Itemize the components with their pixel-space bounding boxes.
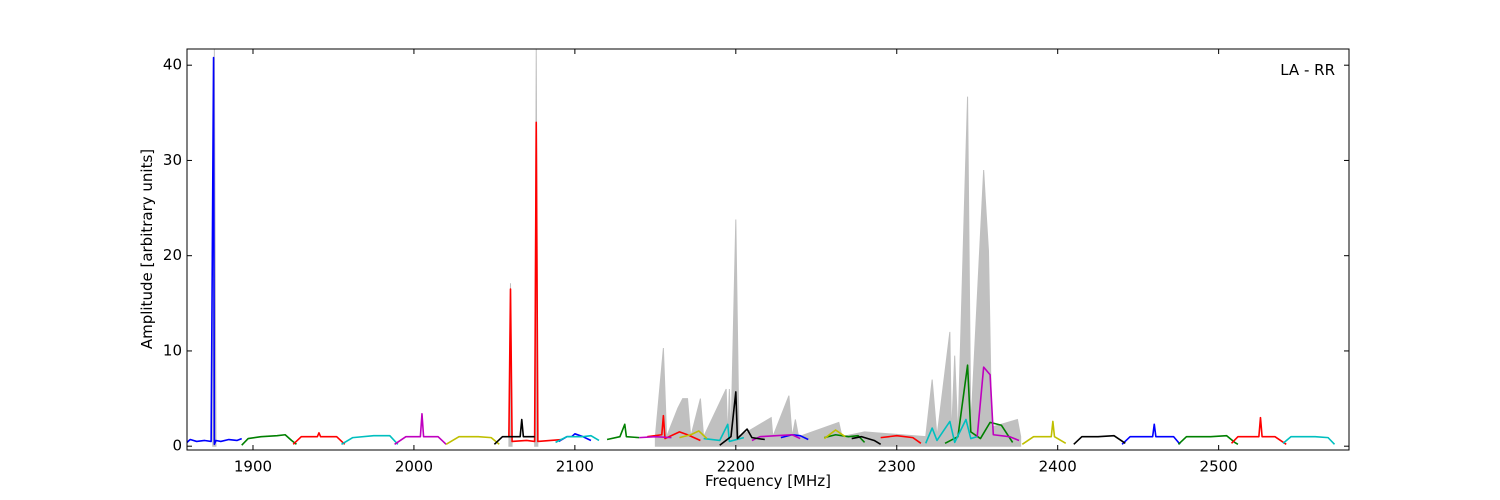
- x-tick-label: 2300: [878, 458, 916, 476]
- plot-area: [187, 49, 1336, 447]
- line: [508, 121, 563, 443]
- line: [606, 423, 640, 441]
- plot-frame: [186, 48, 1350, 451]
- line: [555, 434, 600, 444]
- line: [394, 413, 447, 445]
- line: [493, 418, 535, 445]
- line: [719, 391, 765, 446]
- line: [703, 423, 745, 443]
- x-tick-label: 2200: [717, 458, 755, 476]
- line: [780, 433, 809, 441]
- x-axis-label: Frequency [MHz]: [705, 472, 831, 490]
- line: [679, 430, 708, 440]
- y-tick-label: 20: [163, 246, 182, 264]
- x-tick-label: 2500: [1200, 458, 1238, 476]
- line: [851, 435, 882, 445]
- line: [1177, 434, 1239, 445]
- line: [187, 56, 243, 446]
- line: [1021, 420, 1067, 445]
- line: [880, 434, 922, 444]
- line: [341, 434, 399, 445]
- line: [944, 364, 1014, 445]
- line: [241, 433, 297, 446]
- y-tick-label: 0: [172, 437, 182, 455]
- line: [824, 433, 866, 443]
- axes: 1900 2000 2100 2200 2300 2400 2500 0 10 20 30 40: [163, 49, 1349, 476]
- line: [1230, 416, 1287, 445]
- annotation: LA - RR: [1280, 61, 1335, 79]
- line: [1282, 435, 1336, 445]
- line: [976, 366, 1020, 442]
- area: [654, 96, 1022, 447]
- y-tick-label: 40: [163, 56, 182, 74]
- line: [639, 435, 672, 439]
- y-axis-label: Amplitude [arbitrary units]: [138, 149, 156, 349]
- y-tick-label: 30: [163, 151, 182, 169]
- line: [1121, 423, 1181, 445]
- x-tick-label: 2000: [395, 458, 433, 476]
- y-tick-label: 10: [163, 341, 182, 359]
- line: [1073, 434, 1126, 445]
- x-tick-label: 1900: [234, 458, 272, 476]
- line: [823, 429, 846, 440]
- line: [924, 418, 978, 444]
- line: [292, 432, 346, 445]
- line: [445, 435, 500, 445]
- x-tick-label: 2100: [556, 458, 594, 476]
- x-tick-label: 2400: [1039, 458, 1077, 476]
